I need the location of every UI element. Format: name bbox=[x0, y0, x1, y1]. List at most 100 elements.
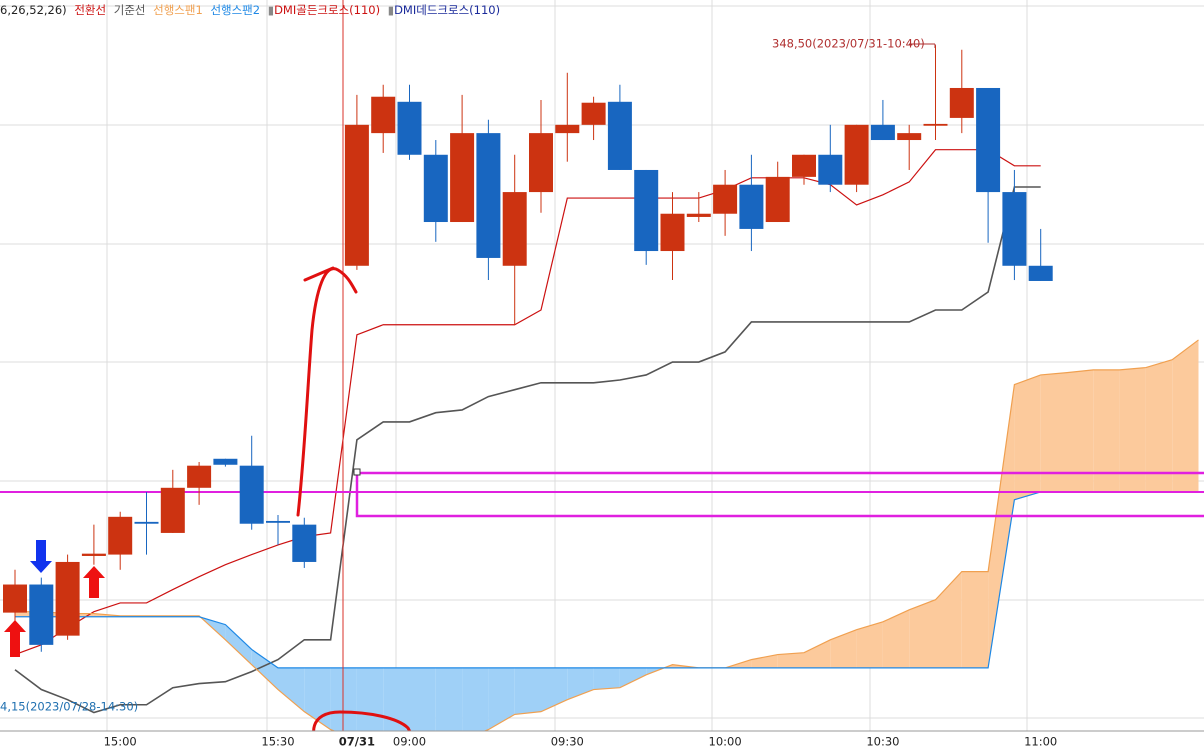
candle-body bbox=[476, 133, 501, 258]
candle-body bbox=[949, 87, 974, 118]
legend-entry: 선행스팬2 bbox=[210, 3, 260, 17]
legend-entry: DMI골든크로스(110) bbox=[274, 3, 380, 17]
x-tick-label: 09:30 bbox=[551, 735, 584, 749]
candle-body bbox=[55, 561, 80, 636]
candle-body bbox=[581, 102, 606, 125]
candle-body bbox=[29, 584, 54, 645]
cloud-fill bbox=[935, 571, 962, 668]
candle-body bbox=[686, 213, 711, 217]
legend-icon: ▮ bbox=[268, 3, 274, 17]
cloud-fill bbox=[1172, 339, 1199, 492]
signals bbox=[4, 540, 105, 657]
cloud-fill bbox=[409, 667, 436, 731]
cloud-fill bbox=[751, 654, 778, 668]
legend-entry: DMI데드크로스(110) bbox=[394, 3, 500, 17]
drawn-arrow bbox=[296, 267, 358, 517]
cloud-fill bbox=[435, 667, 463, 731]
candle-body bbox=[266, 520, 290, 523]
x-tick-label: 15:30 bbox=[261, 735, 294, 749]
handle bbox=[353, 468, 361, 476]
candle-body bbox=[187, 465, 212, 488]
annotation: 348,50(2023/07/31-10:40) bbox=[772, 37, 925, 51]
cloud-fill bbox=[961, 571, 989, 668]
candle-body bbox=[634, 169, 659, 252]
legend-entry: 기준선 bbox=[114, 3, 146, 17]
candle-body bbox=[450, 133, 475, 223]
candle-body bbox=[607, 101, 632, 170]
candle-body bbox=[923, 123, 948, 126]
cloud-fill bbox=[988, 384, 1015, 668]
indicator-line bbox=[15, 339, 1199, 731]
cloud-fill bbox=[330, 667, 357, 731]
x-tick-label: 10:30 bbox=[866, 735, 899, 749]
x-tick-label: 10:00 bbox=[709, 735, 742, 749]
indicator-line bbox=[14, 186, 1041, 714]
cloud-fill bbox=[882, 609, 910, 668]
cloud-fill bbox=[593, 667, 620, 690]
candle-body bbox=[239, 465, 264, 524]
sell-arrow bbox=[30, 540, 52, 573]
candle-body bbox=[529, 133, 553, 193]
cloud-fill bbox=[356, 667, 384, 731]
legend-entry: 선행스팬1 bbox=[153, 3, 203, 17]
legend-icon: ▮ bbox=[388, 3, 394, 17]
candle-body bbox=[344, 124, 369, 266]
candle-body bbox=[1002, 192, 1027, 266]
cloud-fill bbox=[383, 667, 410, 731]
cloud-fill bbox=[514, 667, 541, 715]
x-tick-label: 07/31 bbox=[339, 735, 375, 749]
indicator-line bbox=[15, 491, 1199, 669]
x-axis-band bbox=[0, 731, 1204, 751]
cloud-fill bbox=[462, 667, 489, 731]
drawn-arrow bbox=[303, 266, 335, 282]
box-outline bbox=[355, 471, 1204, 518]
candle-body bbox=[423, 154, 448, 223]
candle-body bbox=[502, 192, 527, 266]
cloud-fill bbox=[909, 599, 936, 668]
cloud-fill bbox=[804, 639, 831, 668]
candle-body bbox=[81, 553, 106, 556]
cloud-fill bbox=[619, 667, 647, 688]
candle-body bbox=[134, 521, 159, 524]
candles bbox=[3, 45, 1053, 652]
candle-body bbox=[108, 516, 133, 555]
candle-body bbox=[844, 124, 869, 185]
cloud-fill bbox=[1040, 372, 1067, 492]
buy-arrow bbox=[83, 566, 105, 598]
cloud-fill bbox=[1145, 359, 1173, 492]
cloud-fill bbox=[225, 624, 252, 665]
cloud-fill bbox=[488, 667, 515, 730]
candle-body bbox=[792, 154, 816, 177]
candle-body bbox=[292, 524, 317, 562]
candle-body bbox=[3, 584, 27, 613]
cloud bbox=[15, 339, 1199, 731]
candle-body bbox=[371, 96, 396, 134]
candle-body bbox=[660, 213, 685, 252]
legend-entry: 전환선 bbox=[74, 3, 106, 17]
indicator-lines bbox=[14, 149, 1199, 731]
candle-body bbox=[739, 184, 764, 229]
candle-body bbox=[397, 101, 422, 155]
cloud-fill bbox=[856, 621, 883, 668]
candle-body bbox=[713, 184, 738, 214]
candle-body bbox=[870, 124, 895, 141]
candle-body bbox=[976, 87, 1001, 193]
x-tick-label: 09:00 bbox=[393, 735, 426, 749]
buy-arrow bbox=[4, 620, 26, 657]
candle-body bbox=[818, 154, 843, 185]
cloud-fill bbox=[777, 652, 804, 668]
cloud-fill bbox=[278, 667, 305, 712]
candle-body bbox=[765, 176, 790, 223]
grid bbox=[0, 0, 1204, 731]
x-tick-label: 15:00 bbox=[104, 735, 137, 749]
candle-body bbox=[897, 133, 922, 141]
cloud-fill bbox=[830, 629, 857, 668]
x-tick-label: 11:00 bbox=[1024, 735, 1057, 749]
cloud-fill bbox=[251, 649, 278, 690]
candle-body bbox=[160, 487, 185, 533]
indicator-line bbox=[14, 149, 1041, 656]
cloud-fill bbox=[541, 667, 568, 712]
candle-body bbox=[555, 124, 580, 134]
x-axis-labels: 15:00 15:30 07/31 09:00 09:30 10:00 10:30 11:00 bbox=[104, 735, 1058, 749]
